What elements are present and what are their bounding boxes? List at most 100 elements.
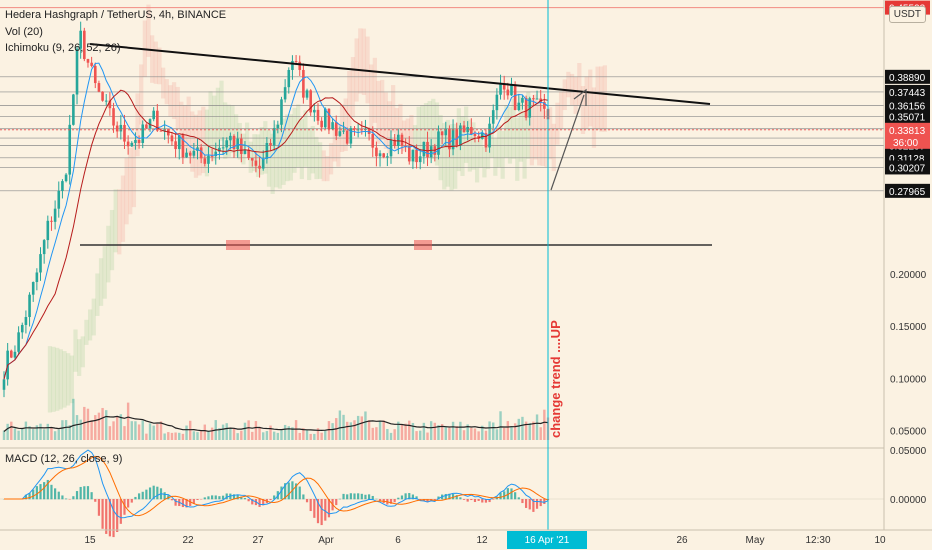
cloud-segment bbox=[387, 101, 392, 154]
volume-bar bbox=[123, 426, 126, 440]
macd-histogram-bar bbox=[400, 495, 404, 500]
symbol-legend[interactable]: Hedera Hashgraph / TetherUS, 4h, BINANCE bbox=[5, 9, 227, 21]
macd-histogram-bar bbox=[148, 487, 152, 500]
ichimoku-legend[interactable]: Ichimoku (9, 26, 52, 26) bbox=[5, 42, 121, 54]
cloud-segment bbox=[47, 346, 53, 413]
cloud-segment bbox=[398, 103, 403, 141]
candle-body bbox=[294, 60, 298, 62]
cloud-segment bbox=[442, 123, 447, 190]
cloud-segment bbox=[281, 118, 286, 185]
candle-body bbox=[276, 124, 280, 129]
candle-body bbox=[378, 153, 382, 157]
candle-body bbox=[101, 91, 104, 101]
cloud-segment bbox=[449, 123, 454, 191]
volume-bar bbox=[287, 426, 290, 440]
candle-body bbox=[327, 108, 331, 130]
time-tick-label: 22 bbox=[182, 535, 194, 546]
price-tick-label: 0.15000 bbox=[890, 322, 927, 333]
macd-histogram-bar bbox=[298, 486, 301, 500]
cloud-segment bbox=[573, 76, 578, 114]
macd-histogram-bar bbox=[108, 499, 111, 537]
macd-histogram-bar bbox=[437, 496, 440, 500]
cloud-segment bbox=[555, 102, 560, 145]
volume-bar bbox=[444, 426, 447, 440]
macd-histogram-bar bbox=[232, 494, 236, 500]
candle-body bbox=[269, 142, 272, 146]
cloud-segment bbox=[562, 79, 567, 111]
volume-bar bbox=[185, 425, 188, 440]
volume-ma-line bbox=[3, 415, 549, 432]
volume-bar bbox=[360, 416, 363, 440]
volume-bar bbox=[134, 421, 137, 440]
volume-bar bbox=[42, 429, 46, 440]
candle-body bbox=[61, 181, 64, 191]
cloud-segment bbox=[204, 109, 210, 177]
macd-histogram-bar bbox=[152, 485, 155, 500]
macd-histogram-bar bbox=[514, 492, 517, 500]
volume-bar bbox=[126, 402, 130, 440]
volume-bar bbox=[24, 421, 28, 440]
candle-body bbox=[42, 240, 46, 255]
cloud-segment bbox=[190, 111, 195, 172]
macd-histogram-bar bbox=[221, 495, 225, 500]
cloud-segment bbox=[153, 41, 158, 84]
volume-bar bbox=[148, 423, 152, 440]
volume-bar bbox=[320, 432, 323, 440]
candle-body bbox=[488, 123, 491, 148]
volume-bar bbox=[499, 411, 502, 440]
cloud-segment bbox=[128, 147, 133, 215]
cloud-segment bbox=[537, 102, 542, 166]
candle-body bbox=[93, 65, 97, 84]
candle-body bbox=[338, 131, 342, 136]
cloud-segment bbox=[51, 346, 56, 412]
cloud-segment bbox=[230, 105, 235, 153]
candle-body bbox=[86, 59, 90, 63]
cloud-segment bbox=[62, 351, 67, 408]
macd-histogram-bar bbox=[368, 494, 371, 500]
candle-body bbox=[247, 149, 250, 159]
macd-legend[interactable]: MACD (12, 26, close, 9) bbox=[5, 453, 123, 465]
candle-body bbox=[302, 69, 305, 98]
cloud-segment bbox=[391, 85, 396, 133]
volume-bar bbox=[72, 398, 75, 440]
candle-body bbox=[50, 220, 53, 222]
volume-bar bbox=[510, 426, 513, 440]
macd-histogram-bar bbox=[324, 499, 327, 521]
candle-body bbox=[192, 150, 196, 156]
macd-histogram-bar bbox=[313, 499, 316, 518]
macd-histogram-bar bbox=[411, 494, 415, 500]
volume-bar bbox=[543, 409, 546, 440]
candle-body bbox=[75, 48, 79, 95]
cloud-segment bbox=[343, 98, 348, 152]
candle-body bbox=[72, 94, 75, 125]
cloud-segment bbox=[102, 246, 107, 299]
volume-bar bbox=[236, 433, 239, 440]
volume-bar bbox=[429, 421, 433, 440]
candle-body bbox=[510, 84, 513, 96]
candle-body bbox=[97, 83, 101, 92]
currency-button[interactable]: USDT bbox=[888, 6, 926, 23]
price-tick-label: 0.05000 bbox=[890, 426, 927, 437]
macd-tick-label: 0.05000 bbox=[890, 446, 927, 457]
macd-histogram-bar bbox=[506, 488, 509, 500]
volume-bar bbox=[302, 428, 305, 440]
candle-body bbox=[309, 90, 312, 113]
volume-bar bbox=[196, 432, 199, 440]
volume-bar bbox=[477, 431, 480, 440]
volume-bar bbox=[539, 427, 542, 440]
candle-body bbox=[298, 61, 302, 70]
macd-histogram-bar bbox=[539, 499, 542, 507]
candle-body bbox=[207, 155, 210, 164]
cloud-segment bbox=[372, 57, 378, 123]
cloud-segment bbox=[307, 127, 312, 181]
volume-legend[interactable]: Vol (20) bbox=[5, 26, 43, 38]
candle-body bbox=[272, 128, 276, 146]
cloud-segment bbox=[266, 129, 272, 187]
candle-body bbox=[528, 98, 532, 118]
candle-body bbox=[400, 134, 404, 146]
volume-bar bbox=[298, 432, 301, 440]
macd-histogram-bar bbox=[262, 499, 265, 506]
volume-bar bbox=[356, 415, 360, 440]
candle-body bbox=[491, 110, 495, 124]
